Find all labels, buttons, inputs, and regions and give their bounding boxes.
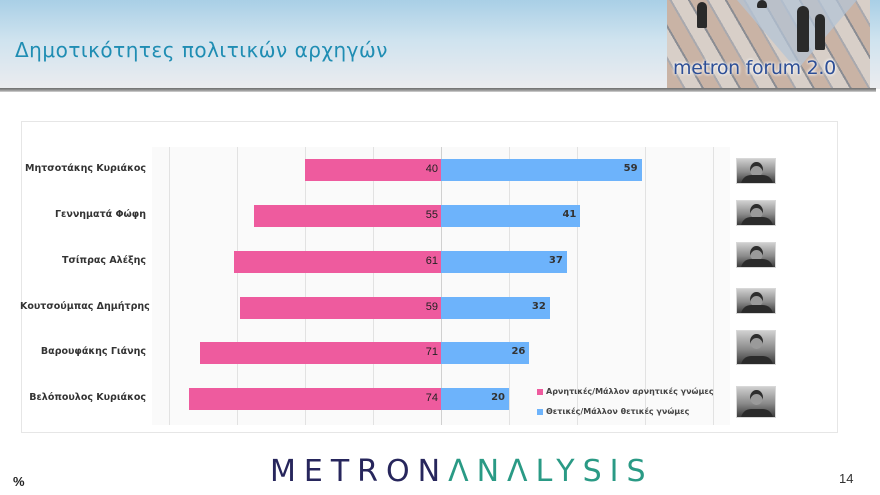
page-number: 14: [839, 471, 854, 486]
gridline: [713, 147, 714, 425]
metron-forum-logo: metron forum 2.0: [667, 0, 870, 88]
category-label: Μητσοτάκης Κυριάκος: [25, 163, 146, 174]
person-body-icon: [741, 259, 773, 267]
person-body-icon: [741, 356, 773, 364]
zero-axis: [441, 147, 442, 425]
logo-figure-icon: [797, 6, 809, 52]
legend: Αρνητικές/Μάλλον αρνητικές γνώμες Θετικέ…: [537, 385, 714, 425]
gridline: [577, 147, 578, 425]
legend-swatch-positive: [537, 408, 543, 415]
logo-figure-icon: [815, 14, 825, 50]
legend-swatch-negative: [537, 388, 543, 395]
category-label: Τσίπρας Αλέξης: [61, 255, 146, 266]
metron-analysis-logo: METRONΛNΛLYSIS: [270, 454, 654, 489]
leader-photo: [736, 200, 776, 226]
legend-item-positive: Θετικές/Μάλλον θετικές γνώμες: [537, 405, 714, 418]
gridline: [645, 147, 646, 425]
gridline: [305, 147, 306, 425]
category-label: Γεννηματά Φώφη: [55, 209, 146, 220]
person-head-icon: [750, 162, 763, 177]
person-body-icon: [741, 409, 773, 417]
bar-positive: 26: [441, 342, 530, 364]
person-head-icon: [750, 246, 763, 261]
leader-photo: [736, 242, 776, 268]
bar-negative: 59: [240, 297, 441, 319]
bar-negative: 61: [233, 251, 441, 273]
category-label: Κουτσούμπας Δημήτρης: [20, 301, 150, 312]
person-body-icon: [741, 217, 773, 225]
bar-positive: 37: [441, 251, 567, 273]
legend-item-negative: Αρνητικές/Μάλλον αρνητικές γνώμες: [537, 385, 714, 398]
logo-figure-icon: [697, 2, 707, 28]
leader-photo: [736, 288, 776, 314]
bar-positive: 41: [441, 205, 581, 227]
bar-value-positive: 37: [548, 255, 563, 266]
logo-analysis: ΛNΛLYSIS: [448, 454, 654, 489]
bar-value-positive: 59: [623, 163, 638, 174]
person-head-icon: [750, 204, 763, 219]
bar-negative: 55: [254, 205, 441, 227]
slide-header: Δημοτικότητες πολιτικών αρχηγών metron f…: [0, 0, 880, 89]
bar-negative: 40: [305, 159, 441, 181]
bar-value-negative: 71: [425, 346, 438, 358]
gridline: [373, 147, 374, 425]
header-divider: [0, 88, 876, 92]
category-label: Βελόπουλος Κυριάκος: [29, 392, 146, 403]
bar-value-negative: 59: [425, 301, 438, 313]
bar-negative: 71: [199, 342, 441, 364]
bar-value-positive: 26: [511, 346, 526, 357]
leader-photo: [736, 158, 776, 184]
plot-area: [152, 147, 730, 425]
legend-label-negative: Αρνητικές/Μάλλον αρνητικές γνώμες: [546, 387, 714, 396]
legend-label-positive: Θετικές/Μάλλον θετικές γνώμες: [546, 407, 690, 416]
person-head-icon: [750, 390, 763, 405]
leader-photo: [736, 386, 776, 418]
category-label: Βαρουφάκης Γιάνης: [40, 346, 146, 357]
page-title: Δημοτικότητες πολιτικών αρχηγών: [15, 38, 388, 62]
gridline: [237, 147, 238, 425]
bar-value-negative: 55: [425, 209, 438, 221]
unit-label: %: [13, 474, 25, 489]
gridline: [509, 147, 510, 425]
person-head-icon: [750, 334, 763, 349]
logo-figure-icon: [757, 0, 767, 8]
bar-value-positive: 41: [562, 209, 577, 220]
person-head-icon: [750, 292, 763, 307]
logo-metron: METRON: [270, 454, 449, 489]
bar-value-negative: 40: [425, 163, 438, 175]
bar-positive: 59: [441, 159, 642, 181]
bar-value-negative: 74: [425, 392, 438, 404]
leader-photo: [736, 330, 776, 365]
bar-value-positive: 32: [531, 301, 546, 312]
bar-value-positive: 20: [491, 392, 505, 403]
person-body-icon: [741, 175, 773, 183]
bar-positive: 32: [441, 297, 550, 319]
person-body-icon: [741, 305, 773, 313]
bar-positive: 20: [441, 388, 509, 410]
gridline: [169, 147, 170, 425]
bar-negative: 74: [189, 388, 441, 410]
logo-text: metron forum 2.0: [673, 57, 836, 79]
bar-value-negative: 61: [425, 255, 438, 267]
